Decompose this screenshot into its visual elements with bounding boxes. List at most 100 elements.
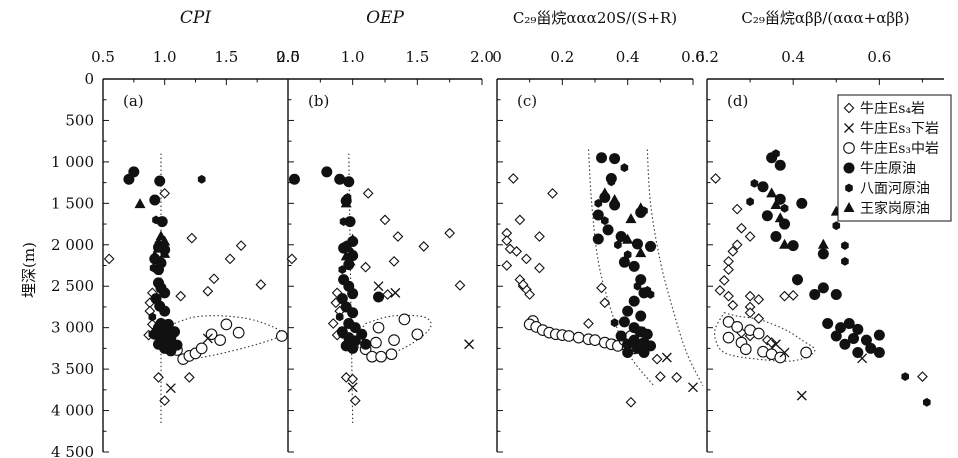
point-es4 [710, 173, 721, 184]
point-bmhoil [617, 330, 625, 340]
point-nzoil [835, 322, 847, 334]
legend-label: 牛庄原油 [860, 160, 916, 177]
point-es4 [153, 372, 164, 383]
point-es3z [232, 326, 245, 339]
x-tick-label: 2.0 [276, 48, 300, 66]
point-bmhoil [832, 221, 841, 231]
x-tick-label: 2.0 [470, 48, 494, 66]
point-es4 [723, 290, 734, 302]
point-nzoil [796, 197, 808, 209]
point-es4 [534, 231, 545, 242]
point-bmhoil [335, 312, 344, 322]
point-bmhoil [793, 276, 802, 286]
point-wjgoil [774, 212, 786, 223]
point-bmhoil [610, 318, 619, 328]
legend-label: 牛庄Es₃下岩 [860, 120, 939, 137]
point-nzoil [159, 305, 171, 317]
point-es4 [159, 188, 171, 199]
point-es3z [722, 331, 735, 344]
point-bmhoil [633, 281, 642, 291]
point-bmhoil [148, 329, 157, 339]
point-nzoil [622, 338, 634, 350]
point-es4 [534, 262, 545, 274]
point-wjgoil [159, 235, 171, 246]
point-nzoil [592, 209, 604, 221]
point-wjgoil [134, 198, 146, 209]
point-nzoil [852, 323, 864, 335]
x-tick-label: 1.0 [153, 48, 177, 66]
point-nzoil [628, 295, 640, 307]
point-nzoil [839, 338, 851, 350]
point-es3z [563, 330, 575, 342]
point-es3z [589, 334, 601, 346]
point-bmhoil [646, 290, 655, 299]
point-es4 [917, 371, 928, 382]
point-es4 [388, 255, 400, 267]
point-es3z [214, 334, 227, 346]
point-nzoil [343, 176, 355, 188]
point-bmhoil [923, 397, 931, 407]
point-nzoil [347, 342, 359, 354]
point-wjgoil [625, 213, 637, 224]
point-es3z [388, 334, 400, 346]
point-nzoil [852, 347, 864, 359]
point-es4 [418, 241, 430, 252]
point-nzoil [830, 330, 842, 342]
point-es4 [103, 253, 115, 265]
x-tick-label: 0.2 [695, 48, 719, 66]
point-nzoil [830, 289, 842, 301]
point-es4 [286, 253, 298, 265]
x-tick-label: 0.2 [550, 48, 574, 66]
point-es3x [347, 382, 358, 393]
point-es4 [727, 299, 739, 311]
point-es4 [736, 222, 747, 234]
point-nzoil [641, 328, 653, 340]
point-es3z [731, 320, 744, 333]
point-es3x [779, 347, 790, 358]
point-es3z [722, 316, 735, 328]
point-es3z [372, 321, 385, 334]
point-es4 [347, 373, 359, 385]
x-tick-label: 0.5 [276, 48, 300, 66]
point-nzoil [347, 307, 359, 319]
point-es4 [596, 282, 607, 294]
legend-box [837, 94, 952, 222]
legend-marker [843, 162, 855, 174]
point-es4 [521, 253, 532, 265]
point-nzoil [635, 310, 647, 322]
point-nzoil [822, 318, 834, 330]
y-tick-label: 500 [65, 111, 94, 129]
panel-label: (d) [727, 92, 748, 110]
point-bmhoil [339, 217, 348, 226]
point-es4 [651, 353, 663, 365]
y-tick-label: 0 [84, 70, 94, 88]
point-bmhoil [338, 329, 347, 339]
y-tick-label: 4 500 [51, 443, 94, 458]
point-es4 [714, 284, 726, 296]
point-wjgoil [155, 255, 167, 266]
point-wjgoil [340, 197, 352, 208]
point-es3x [373, 281, 384, 292]
point-es4 [186, 232, 198, 244]
point-nzoil [860, 334, 872, 346]
x-tick-label: 0.6 [867, 48, 891, 66]
point-es4 [744, 231, 756, 242]
point-nzoil [817, 282, 829, 294]
point-es4 [524, 289, 536, 300]
point-es3x [464, 339, 475, 350]
point-es4 [379, 214, 391, 226]
point-wjgoil [609, 194, 621, 205]
point-es4 [753, 313, 765, 324]
x-tick-label: 0 [492, 48, 502, 66]
point-es4 [444, 227, 456, 239]
point-es4 [547, 188, 558, 199]
legend-label: 牛庄Es₃中岩 [860, 140, 939, 157]
point-es4 [625, 396, 637, 408]
point-nzoil [770, 230, 782, 242]
point-wjgoil [149, 249, 161, 260]
point-es4 [382, 289, 393, 300]
point-nzoil [873, 347, 885, 359]
point-nzoil [609, 153, 621, 165]
y-axis-tick-labels: 0 500 1 000 1 500 2 000 2 500 3 000 3 500 4 000 4… [51, 70, 94, 458]
point-es4 [753, 294, 765, 305]
